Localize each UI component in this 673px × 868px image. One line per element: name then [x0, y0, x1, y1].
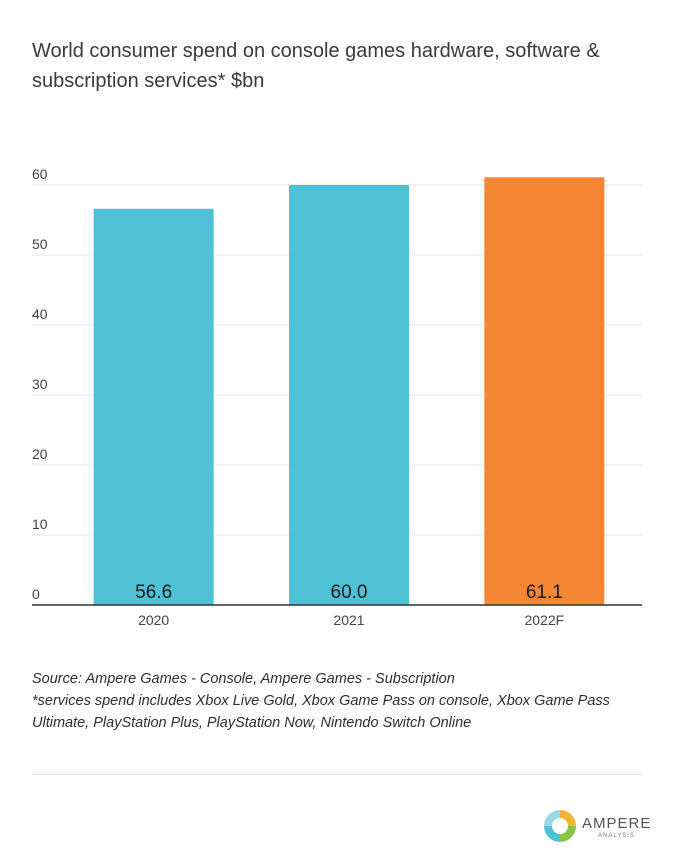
y-axis-ticks: 0 10 20 30 40 50 60: [32, 166, 48, 602]
y-tick-label-50: 50: [32, 236, 48, 252]
ampere-logo: AMPERE ANALYSIS: [540, 806, 650, 846]
bar-2021: [289, 185, 409, 605]
chart-title: World consumer spend on console games ha…: [32, 40, 600, 92]
bar-chart: 0 10 20 30 40 50 60 56.6 60.0 61.1 2020 2021 2022F: [32, 166, 642, 628]
value-label-2022F: 61.1: [526, 582, 563, 603]
services-footnote: *services spend includes Xbox Live Gold,…: [32, 693, 610, 731]
logo-subtitle: ANALYSIS: [598, 833, 635, 839]
x-tick-label-2022F: 2022F: [524, 612, 564, 628]
y-tick-label-40: 40: [32, 306, 48, 322]
value-label-2020: 56.6: [135, 582, 172, 603]
footer-divider: [32, 774, 642, 775]
y-tick-label-20: 20: [32, 446, 48, 462]
value-label-2021: 60.0: [331, 582, 368, 603]
x-tick-label-2020: 2020: [138, 612, 169, 628]
bar-2020: [93, 208, 214, 606]
value-labels: 56.6 60.0 61.1: [135, 582, 563, 603]
bar-2022F: [484, 177, 605, 606]
y-tick-label-30: 30: [32, 376, 48, 392]
y-tick-label-0: 0: [32, 586, 40, 602]
bars: [93, 177, 605, 606]
x-tick-label-2021: 2021: [333, 612, 364, 628]
logo-wordmark: AMPERE: [582, 815, 652, 832]
x-axis-ticks: 2020 2021 2022F: [138, 612, 564, 628]
ampere-logo-icon: [544, 810, 576, 842]
source-note: Source: Ampere Games - Console, Ampere G…: [32, 671, 455, 687]
chart-notes: Source: Ampere Games - Console, Ampere G…: [32, 668, 644, 734]
y-tick-label-10: 10: [32, 516, 48, 532]
y-tick-label-60: 60: [32, 166, 48, 182]
